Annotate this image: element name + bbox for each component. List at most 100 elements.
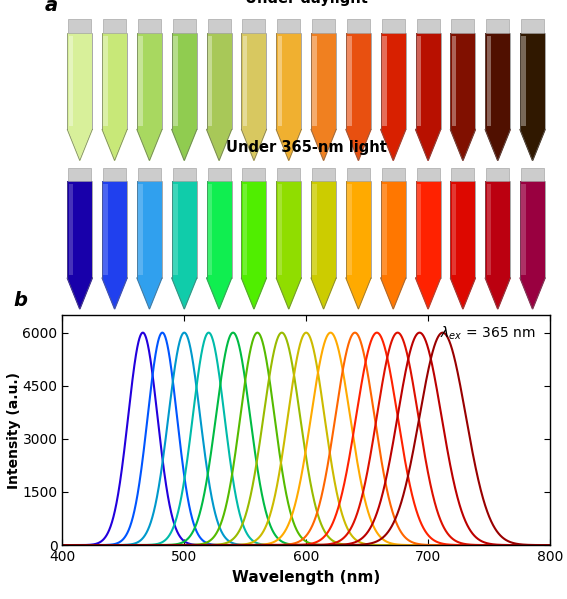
Bar [452,184,456,275]
Bar [347,168,370,181]
Polygon shape [242,129,266,161]
Polygon shape [67,129,92,161]
Bar [69,36,73,126]
Bar [102,181,127,278]
Bar [451,19,475,33]
Bar [520,33,545,129]
Polygon shape [276,129,301,161]
Polygon shape [102,278,127,309]
Bar [173,36,177,126]
Polygon shape [172,278,197,309]
Bar [416,33,441,129]
Polygon shape [67,278,92,309]
Polygon shape [311,278,336,309]
Bar [206,33,232,129]
Bar [416,181,441,278]
Bar [311,33,336,129]
Bar [346,181,371,278]
Polygon shape [137,278,162,309]
Polygon shape [380,278,406,309]
Polygon shape [416,129,441,161]
Bar [102,33,127,129]
Bar [452,36,456,126]
Bar [278,184,282,275]
Polygon shape [242,278,266,309]
Text: $\lambda_{ex}$ = 365 nm: $\lambda_{ex}$ = 365 nm [440,324,535,341]
Bar [137,181,162,278]
Bar [417,184,421,275]
Bar [243,36,247,126]
Bar [522,36,526,126]
Bar [243,168,265,181]
Bar [138,184,143,275]
Bar [173,19,196,33]
Polygon shape [485,278,510,309]
Bar [103,184,108,275]
Bar [206,181,232,278]
Bar [208,168,231,181]
Bar [521,168,544,181]
Bar [380,33,406,129]
Bar [485,181,510,278]
Text: b: b [14,291,28,310]
Bar [208,184,213,275]
Bar [68,168,91,181]
Bar [347,19,370,33]
Polygon shape [137,129,162,161]
Polygon shape [416,278,441,309]
Bar [138,36,143,126]
Bar [103,19,126,33]
Polygon shape [276,278,301,309]
Bar [347,36,352,126]
Bar [486,184,491,275]
Bar [103,168,126,181]
Bar [278,36,282,126]
Bar [521,19,544,33]
Text: Under 365-nm light: Under 365-nm light [226,140,387,155]
Bar [311,181,336,278]
Bar [276,33,301,129]
Bar [486,36,491,126]
Bar [67,33,92,129]
Bar [382,168,405,181]
Bar [208,19,231,33]
Polygon shape [380,129,406,161]
Bar [346,33,371,129]
Text: Under daylight: Under daylight [245,0,367,6]
Bar [173,184,177,275]
Polygon shape [520,129,545,161]
Bar [522,184,526,275]
Bar [417,168,439,181]
Bar [103,36,108,126]
Bar [486,19,509,33]
Polygon shape [450,129,476,161]
Bar [312,36,317,126]
Bar [68,19,91,33]
Bar [485,33,510,129]
Bar [242,33,266,129]
Bar [277,168,301,181]
Bar [520,181,545,278]
Bar [172,181,197,278]
Bar [312,184,317,275]
Bar [172,33,197,129]
Bar [208,36,213,126]
Polygon shape [311,129,336,161]
Text: a: a [45,0,58,15]
Bar [138,19,161,33]
Bar [417,36,421,126]
Polygon shape [206,278,232,309]
Polygon shape [206,129,232,161]
Bar [382,36,387,126]
Bar [137,33,162,129]
Bar [67,181,92,278]
Bar [382,184,387,275]
Bar [347,184,352,275]
Bar [242,181,266,278]
Bar [486,168,509,181]
Bar [417,19,439,33]
Bar [69,184,73,275]
Bar [243,184,247,275]
Bar [277,19,301,33]
Y-axis label: Intensity (a.u.): Intensity (a.u.) [7,371,21,489]
